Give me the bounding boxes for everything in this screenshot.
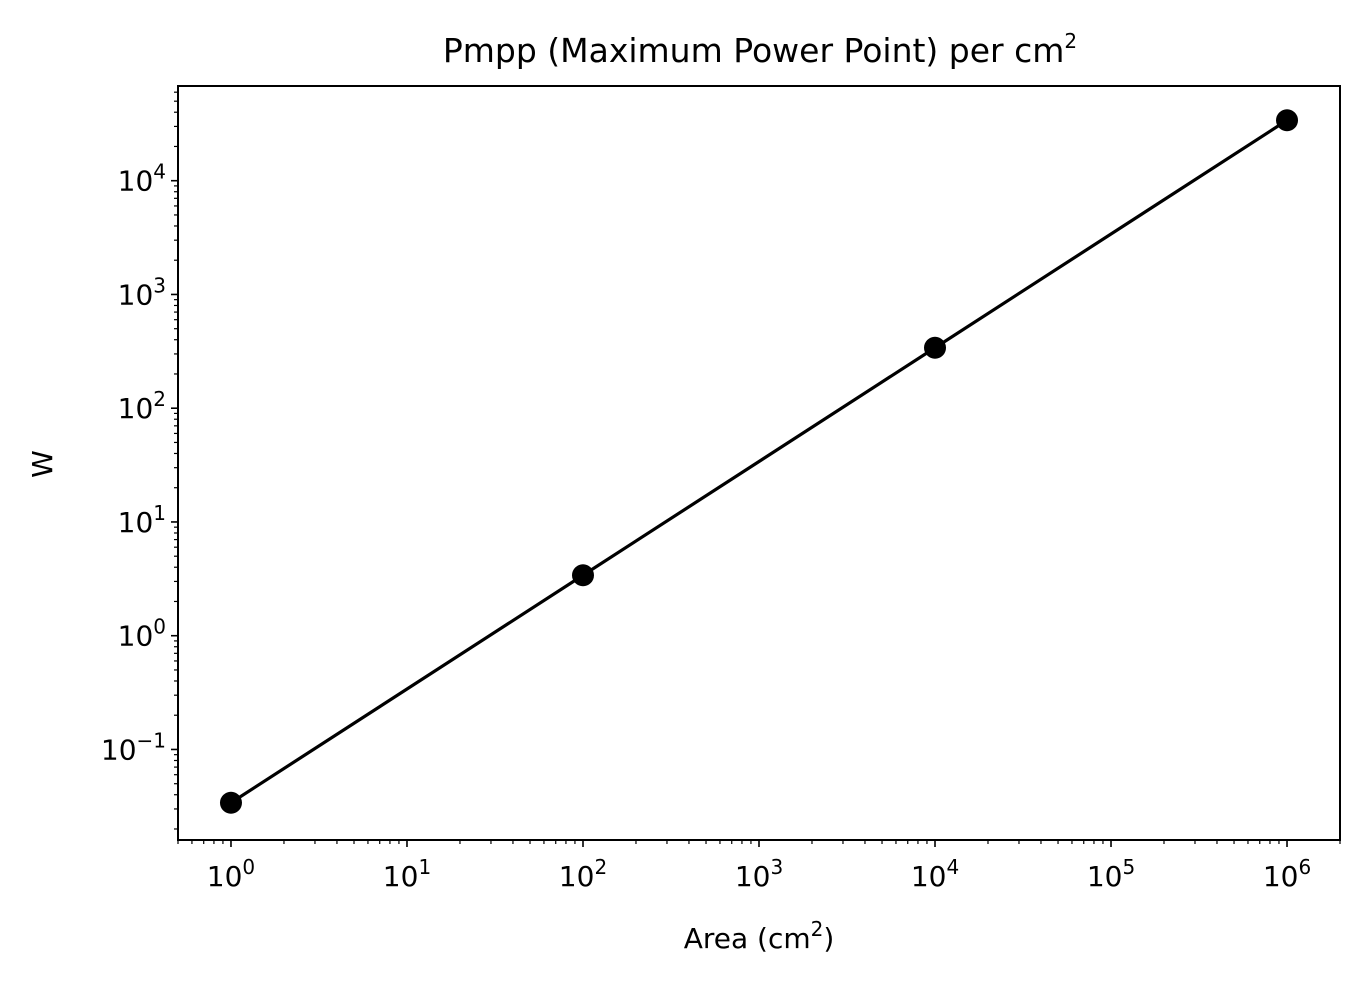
y-tick-exponent: 4 — [153, 160, 166, 184]
x-tick-base: 10 — [1087, 860, 1123, 893]
x-tick-exponent: 0 — [242, 855, 255, 879]
x-tick-base: 10 — [207, 860, 243, 893]
x-axis-label-suffix: ) — [823, 922, 834, 955]
x-tick-label: 105 — [1087, 855, 1135, 893]
axes-frame — [177, 85, 1341, 841]
ticks — [171, 91, 1341, 847]
y-tick-label: 101 — [118, 501, 166, 539]
data-point — [1276, 109, 1299, 132]
y-tick-label: 10−1 — [101, 728, 166, 766]
x-tick-exponent: 4 — [946, 855, 959, 879]
x-tick-base: 10 — [911, 860, 947, 893]
y-tick-exponent: 2 — [153, 387, 166, 411]
y-tick-label: 104 — [118, 160, 166, 198]
x-tick-label: 106 — [1263, 855, 1311, 893]
y-axis-label: W — [26, 450, 59, 478]
x-axis-label: Area (cm2) — [684, 917, 835, 955]
x-axis-label-superscript: 2 — [811, 917, 824, 941]
y-tick-label: 103 — [118, 273, 166, 311]
x-tick-label: 104 — [911, 855, 959, 893]
x-tick-base: 10 — [1263, 860, 1299, 893]
series-line — [230, 118, 1288, 805]
chart-title-superscript: 2 — [1064, 29, 1077, 53]
x-tick-label: 102 — [559, 855, 607, 893]
x-tick-exponent: 5 — [1122, 855, 1135, 879]
y-tick-exponent: −1 — [137, 728, 166, 752]
data-point — [924, 336, 947, 359]
y-tick-base: 10 — [118, 392, 154, 425]
x-tick-exponent: 3 — [770, 855, 783, 879]
y-tick-base: 10 — [101, 733, 137, 766]
y-tick-label: 100 — [118, 615, 166, 653]
plot-area — [219, 109, 1299, 814]
x-tick-exponent: 2 — [594, 855, 607, 879]
x-tick-exponent: 1 — [418, 855, 431, 879]
data-point — [571, 564, 594, 587]
y-tick-exponent: 3 — [153, 273, 166, 297]
x-axis-label-text: Area (cm — [684, 922, 811, 955]
y-tick-exponent: 1 — [153, 501, 166, 525]
y-tick-base: 10 — [118, 278, 154, 311]
x-tick-label: 100 — [207, 855, 255, 893]
x-tick-base: 10 — [559, 860, 595, 893]
y-tick-exponent: 0 — [153, 615, 166, 639]
y-tick-label: 102 — [118, 387, 166, 425]
x-tick-label: 101 — [383, 855, 431, 893]
y-tick-base: 10 — [118, 620, 154, 653]
x-tick-exponent: 6 — [1298, 855, 1311, 879]
y-tick-base: 10 — [118, 506, 154, 539]
x-tick-label: 103 — [735, 855, 783, 893]
chart-title-text: Pmpp (Maximum Power Point) per cm — [443, 31, 1065, 70]
y-tick-base: 10 — [118, 165, 154, 198]
x-tick-base: 10 — [383, 860, 419, 893]
data-point — [219, 791, 242, 814]
chart-title: Pmpp (Maximum Power Point) per cm2 — [443, 29, 1077, 70]
x-tick-base: 10 — [735, 860, 771, 893]
